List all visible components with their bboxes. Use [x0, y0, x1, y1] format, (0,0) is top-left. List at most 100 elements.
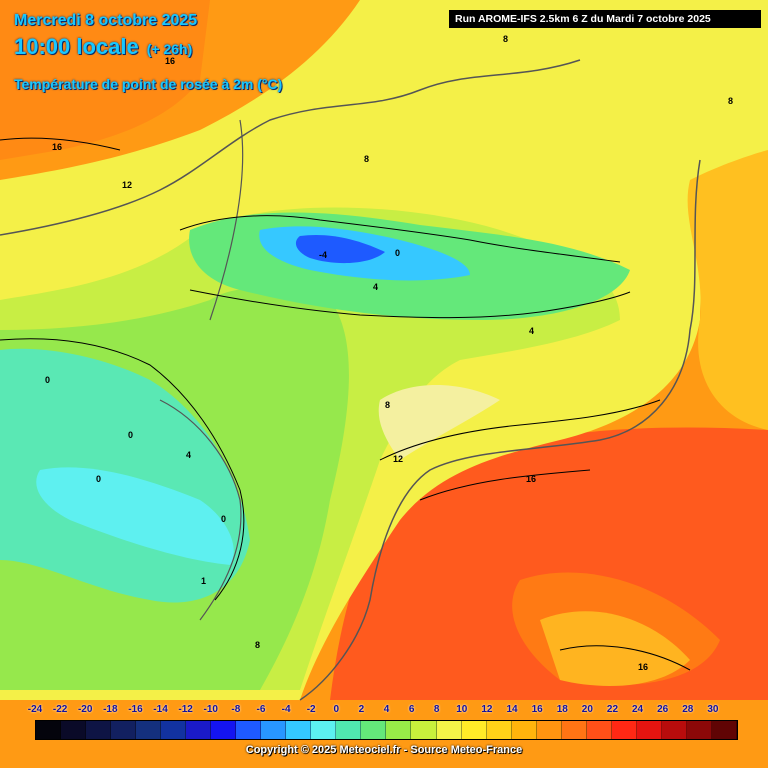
- contour-label: 4: [373, 282, 378, 292]
- color-legend: [35, 720, 738, 740]
- legend-label: 2: [358, 704, 365, 715]
- copyright-text: Copyright © 2025 Meteociel.fr - Source M…: [245, 744, 523, 756]
- sardinia-land: [540, 611, 690, 686]
- northern-ridge-deep-blue: [295, 234, 385, 264]
- legend-swatch: [636, 721, 662, 739]
- legend-swatch: [136, 721, 162, 739]
- run-info: Run AROME-IFS 2.5km 6 Z du Mardi 7 octob…: [449, 10, 761, 28]
- legend-swatch: [111, 721, 137, 739]
- contour-label: 0: [221, 514, 226, 524]
- legend-swatch: [86, 721, 112, 739]
- legend-swatch: [211, 721, 237, 739]
- legend-label: 18: [556, 704, 568, 715]
- contour-label: -4: [319, 250, 327, 260]
- legend-swatch: [711, 721, 737, 739]
- legend-swatch: [436, 721, 462, 739]
- border-east-south: [299, 159, 701, 701]
- legend-label: 20: [581, 704, 593, 715]
- legend-label: 6: [408, 704, 415, 715]
- legend-swatch: [661, 721, 687, 739]
- legend-label: 14: [506, 704, 518, 715]
- contour-label: 0: [395, 248, 400, 258]
- channel-sea: [0, 0, 210, 160]
- legend-swatch: [411, 721, 437, 739]
- legend-label: 12: [481, 704, 493, 715]
- contour-label: 16: [165, 56, 175, 66]
- legend-swatch: [486, 721, 512, 739]
- legend-swatch: [261, 721, 287, 739]
- contour-ridge-1: [179, 215, 621, 263]
- contour-label: 8: [385, 400, 390, 410]
- legend-swatch: [686, 721, 712, 739]
- legend-label: 26: [657, 704, 669, 715]
- contour-sardinia: [559, 645, 691, 671]
- contour-label: 0: [45, 375, 50, 385]
- legend-label: -8: [231, 704, 241, 715]
- east-region: [687, 150, 768, 430]
- legend-label: -2: [306, 704, 316, 715]
- legend-label: 10: [456, 704, 468, 715]
- legend-swatch: [161, 721, 187, 739]
- legend-label: -4: [281, 704, 291, 715]
- legend-swatch: [361, 721, 387, 739]
- contour-label: 8: [503, 34, 508, 44]
- legend-label: 22: [606, 704, 619, 715]
- legend-label: -22: [52, 704, 68, 715]
- legend-swatch: [236, 721, 262, 739]
- legend-swatch: [386, 721, 412, 739]
- legend-label: 24: [632, 704, 644, 715]
- contour-label: 8: [364, 154, 369, 164]
- forecast-offset: (+ 26h): [146, 41, 193, 57]
- border-west: [159, 399, 242, 621]
- legend-label: -16: [128, 704, 143, 715]
- legend-label: 30: [707, 704, 719, 715]
- contour-label: 8: [255, 640, 260, 650]
- legend-label: -24: [27, 704, 43, 715]
- legend-label: 8: [433, 704, 440, 715]
- parameter-title: Température de point de rosée à 2m (°C): [14, 76, 283, 92]
- contour-label: 4: [529, 326, 534, 336]
- contour-south-2: [419, 469, 591, 501]
- legend-label: 0: [333, 704, 340, 715]
- legend-label: -14: [153, 704, 168, 715]
- contour-label: 16: [638, 662, 648, 672]
- contour-south-1: [379, 399, 661, 461]
- contour-west-1: [0, 338, 245, 601]
- contour-label: 0: [128, 430, 133, 440]
- contour-label: 12: [393, 454, 403, 464]
- legend-swatch: [36, 721, 62, 739]
- legend-swatch: [561, 721, 587, 739]
- legend-swatch: [586, 721, 612, 739]
- legend-labels: -24 -22 -20 -18 -16 -14 -12 -10 -8 -6 -4 -2 0 2 4 6 8 10 1…: [0, 704, 768, 718]
- contour-label: 12: [122, 180, 132, 190]
- contour-label: 1: [201, 576, 206, 586]
- contour-label: 4: [186, 450, 191, 460]
- contour-label: 8: [728, 96, 733, 106]
- contour-ridge-2: [189, 289, 631, 319]
- forecast-time-label: 10:00 locale: [14, 34, 139, 59]
- legend-swatch: [286, 721, 312, 739]
- border-inner-north: [209, 119, 244, 321]
- legend-label: 4: [383, 704, 390, 715]
- legend-swatch: [461, 721, 487, 739]
- legend-swatch: [61, 721, 87, 739]
- contour-channel: [0, 137, 121, 151]
- contour-label: 0: [96, 474, 101, 484]
- legend-label: -20: [77, 704, 93, 715]
- forecast-date: Mercredi 8 octobre 2025: [14, 12, 198, 29]
- legend-label: 16: [531, 704, 543, 715]
- legend-label: -18: [103, 704, 118, 715]
- legend-swatch: [311, 721, 337, 739]
- legend-swatch: [536, 721, 562, 739]
- rhone-valley: [378, 385, 500, 460]
- forecast-time: 10:00 locale (+ 26h): [14, 34, 192, 60]
- legend-label: 28: [682, 704, 694, 715]
- legend-label: -12: [178, 704, 193, 715]
- aquitaine-cyan: [36, 467, 234, 565]
- legend-label: -10: [203, 704, 218, 715]
- legend-swatch: [336, 721, 362, 739]
- legend-label: -6: [256, 704, 266, 715]
- legend-swatch: [186, 721, 212, 739]
